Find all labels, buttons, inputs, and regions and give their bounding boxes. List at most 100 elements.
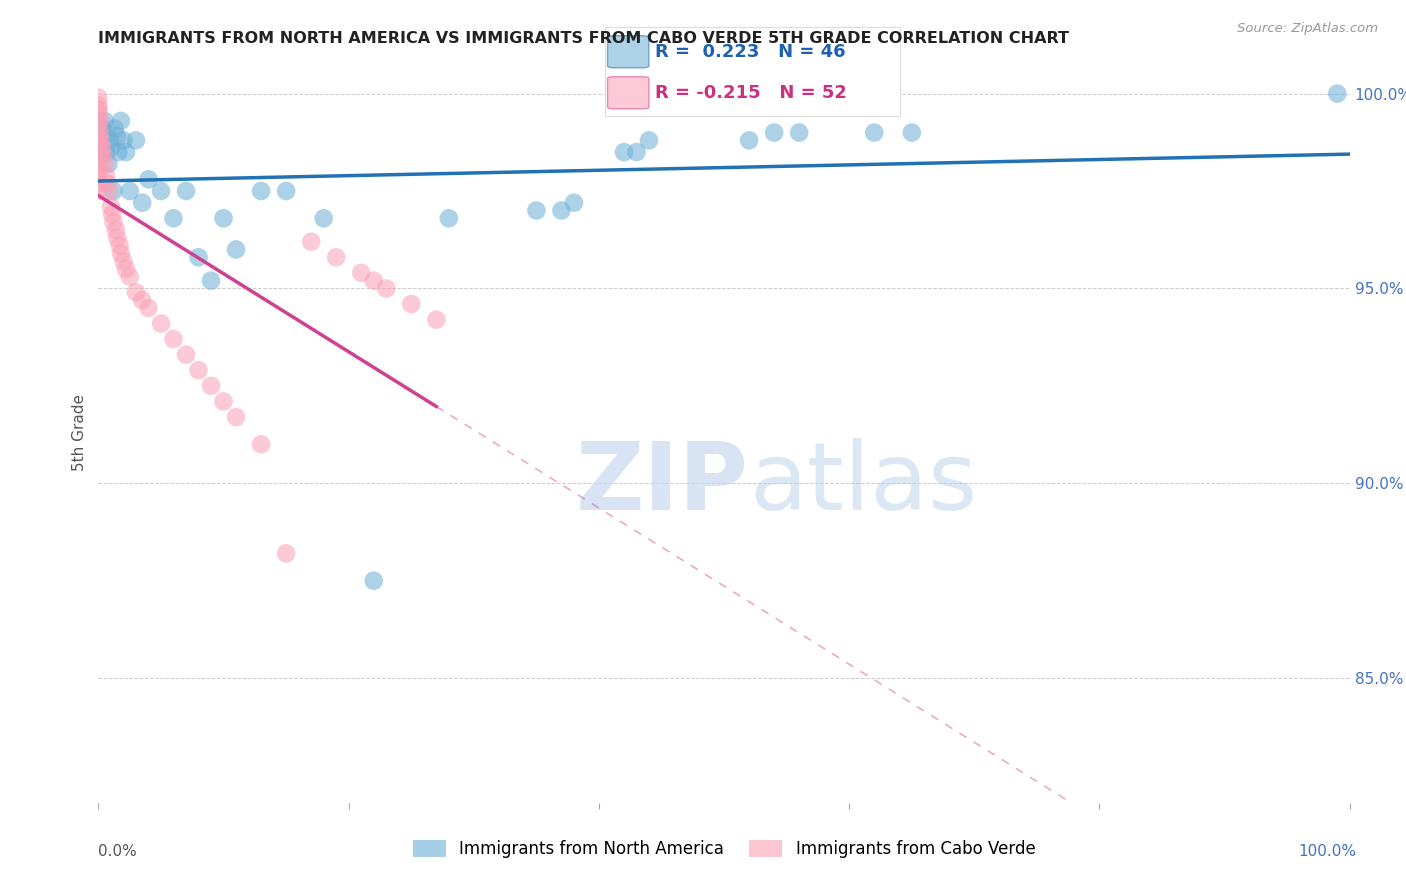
Point: [93, 114, 115, 128]
Point: [89, 126, 111, 140]
Point: [312, 211, 335, 226]
FancyBboxPatch shape: [607, 77, 650, 109]
Point: [115, 145, 138, 159]
Point: [104, 223, 127, 237]
Point: [87, 153, 110, 167]
Text: atlas: atlas: [749, 439, 977, 531]
Point: [103, 184, 125, 198]
Point: [212, 394, 235, 409]
Point: [110, 246, 132, 260]
Point: [108, 238, 131, 252]
Point: [103, 215, 125, 229]
Point: [110, 114, 132, 128]
Point: [89, 114, 111, 128]
Point: [107, 145, 129, 159]
Point: [87, 90, 110, 104]
Point: [150, 317, 173, 331]
Point: [105, 231, 128, 245]
Point: [87, 176, 110, 190]
Point: [90, 133, 112, 147]
Text: Source: ZipAtlas.com: Source: ZipAtlas.com: [1237, 22, 1378, 36]
Point: [87, 118, 110, 132]
Point: [94, 145, 117, 159]
Point: [98, 133, 121, 147]
Text: IMMIGRANTS FROM NORTH AMERICA VS IMMIGRANTS FROM CABO VERDE 5TH GRADE CORRELATIO: IMMIGRANTS FROM NORTH AMERICA VS IMMIGRA…: [98, 31, 1070, 46]
Point: [299, 235, 322, 249]
Point: [150, 184, 173, 198]
Point: [274, 184, 298, 198]
Point: [200, 379, 222, 393]
Point: [104, 121, 127, 136]
Point: [93, 157, 115, 171]
Point: [101, 207, 124, 221]
Point: [112, 133, 135, 147]
Point: [626, 145, 648, 159]
Text: 0.0%: 0.0%: [98, 845, 138, 859]
Point: [174, 184, 197, 198]
Point: [363, 574, 385, 588]
Point: [738, 133, 761, 147]
Point: [187, 250, 209, 264]
Point: [162, 332, 184, 346]
Point: [112, 254, 135, 268]
Point: [87, 137, 110, 152]
Text: 100.0%: 100.0%: [1299, 845, 1357, 859]
Point: [250, 437, 273, 451]
Point: [425, 312, 447, 326]
Text: R = -0.215   N = 52: R = -0.215 N = 52: [655, 84, 846, 102]
Point: [613, 145, 636, 159]
Point: [87, 161, 110, 175]
Point: [200, 274, 222, 288]
Point: [225, 243, 247, 257]
Point: [174, 348, 197, 362]
Point: [550, 203, 572, 218]
Point: [401, 297, 423, 311]
Point: [524, 203, 547, 218]
Point: [87, 184, 110, 198]
Point: [863, 126, 886, 140]
Point: [212, 211, 235, 226]
Point: [118, 269, 141, 284]
Point: [125, 133, 148, 147]
Point: [87, 145, 110, 159]
Point: [87, 102, 110, 116]
Point: [138, 172, 160, 186]
Point: [638, 133, 661, 147]
Text: ZIP: ZIP: [576, 439, 749, 531]
Point: [115, 262, 138, 277]
Point: [162, 211, 184, 226]
Point: [350, 266, 373, 280]
Point: [125, 285, 148, 300]
Point: [131, 293, 153, 307]
Point: [375, 281, 398, 295]
Point: [763, 126, 786, 140]
Point: [138, 301, 160, 315]
FancyBboxPatch shape: [607, 36, 650, 68]
Point: [97, 157, 120, 171]
Point: [87, 114, 110, 128]
Point: [225, 410, 247, 425]
Point: [131, 195, 153, 210]
Point: [1326, 87, 1348, 101]
Point: [274, 546, 298, 560]
Point: [105, 129, 128, 144]
Point: [187, 363, 209, 377]
Point: [91, 121, 114, 136]
Point: [100, 141, 122, 155]
Point: [900, 126, 922, 140]
Point: [96, 126, 118, 140]
Point: [87, 126, 110, 140]
Point: [87, 106, 110, 120]
Y-axis label: 5th Grade: 5th Grade: [72, 394, 87, 471]
Point: [87, 129, 110, 144]
Point: [87, 98, 110, 112]
Point: [93, 149, 115, 163]
Point: [97, 184, 120, 198]
Point: [91, 141, 114, 155]
Point: [87, 169, 110, 183]
Point: [87, 121, 110, 136]
Text: R =  0.223   N = 46: R = 0.223 N = 46: [655, 43, 845, 61]
Point: [787, 126, 810, 140]
Point: [325, 250, 347, 264]
Point: [94, 169, 117, 183]
